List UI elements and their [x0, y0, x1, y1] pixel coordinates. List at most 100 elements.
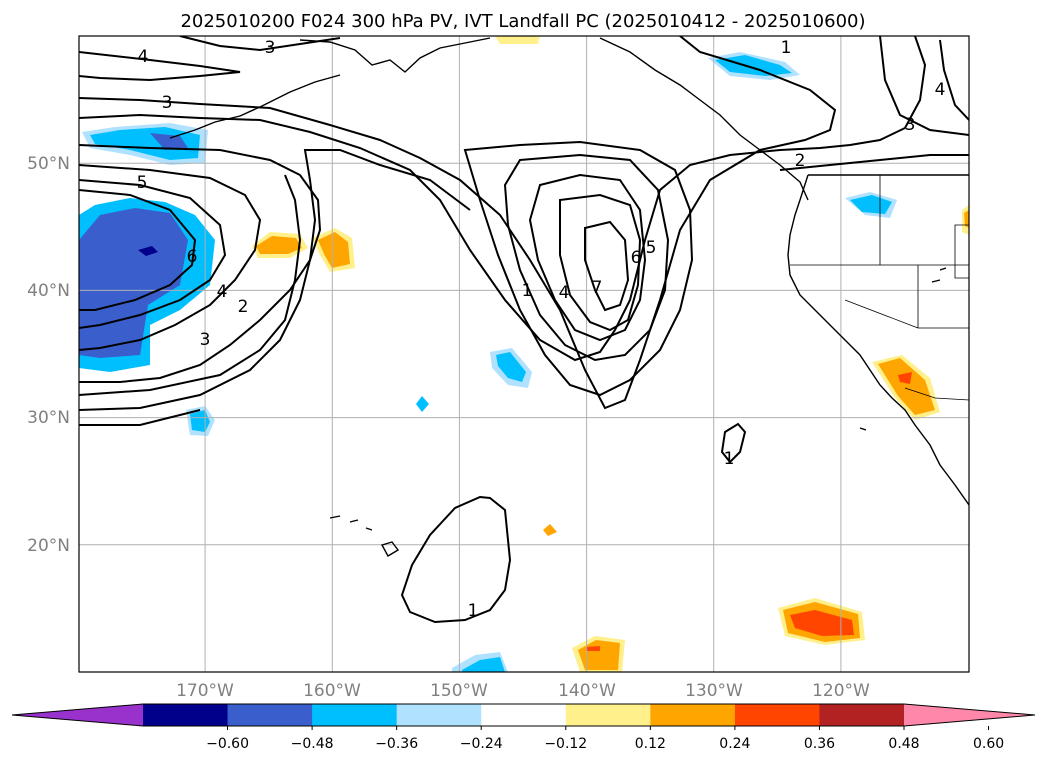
positive-ivt-region — [318, 232, 350, 268]
lon-tick-label: 150°W — [430, 681, 488, 701]
negative-ivt-core — [138, 246, 158, 256]
colorbar-tick-label: 0.24 — [719, 736, 750, 752]
lat-tick-label: 40°N — [27, 281, 70, 301]
colorbar: −0.60 −0.48 −0.36 −0.24 −0.12 0.12 0.24 0.36 0.4… — [11, 703, 1036, 752]
pv-contour — [463, 140, 694, 397]
alaska-coastline — [299, 37, 491, 73]
negative-ivt-region — [715, 55, 792, 76]
colorbar-extend-low — [12, 704, 143, 726]
alaska-panhandle-coast — [599, 37, 809, 201]
colorbar-segment — [565, 704, 651, 726]
contour-label: 4 — [138, 47, 149, 67]
contour-label: 5 — [646, 238, 657, 258]
coastlines — [169, 37, 969, 557]
positive-ivt-region — [898, 372, 912, 384]
colorbar-segment — [143, 704, 229, 726]
contour-label: 2 — [238, 297, 249, 317]
pv-contour — [720, 422, 747, 464]
pv-contour — [79, 51, 241, 82]
colorbar-segment — [312, 704, 398, 726]
pv-contour — [779, 154, 969, 171]
pv-contour — [79, 409, 201, 426]
contour-label: 6 — [631, 248, 642, 268]
contour-label: 1 — [724, 449, 735, 469]
contour-label: 5 — [137, 173, 148, 193]
contour-label: 4 — [217, 282, 228, 302]
colorbar-tick-label: 0.36 — [804, 736, 835, 752]
colorbar-outline — [11, 703, 1036, 727]
baja-island — [859, 267, 947, 431]
colorbar-tick-label: 0.48 — [888, 736, 919, 752]
colorbar-extend-high — [904, 704, 1035, 726]
contour-labels: 4 3 3 5 6 4 2 3 1 1 4 7 6 5 2 3 4 1 1 — [137, 38, 946, 621]
state-border — [790, 175, 969, 329]
positive-ivt-region — [495, 36, 540, 44]
colorbar-segment — [227, 704, 313, 726]
colorbar-tick-label: −0.36 — [375, 736, 418, 752]
colorbar-tick-label: −0.48 — [291, 736, 334, 752]
colorbar-segment — [734, 704, 820, 726]
lon-tick-label: 120°W — [812, 681, 870, 701]
colorbar-tick-label: −0.12 — [544, 736, 587, 752]
pv-contour — [400, 495, 512, 624]
negative-ivt-region — [462, 657, 505, 672]
pv-contour — [179, 36, 341, 52]
lat-tick-label: 20°N — [27, 536, 70, 556]
pv-contour — [79, 189, 197, 311]
colorbar-segment — [650, 704, 736, 726]
contour-label: 3 — [162, 93, 173, 113]
negative-ivt-region — [416, 396, 429, 412]
colorbar-segment — [481, 704, 567, 726]
contour-label: 7 — [592, 278, 603, 298]
pv-contour — [879, 36, 969, 136]
colorbar-tick-label: −0.24 — [460, 736, 503, 752]
pv-contour — [528, 173, 647, 342]
lon-tick-label: 160°W — [303, 681, 361, 701]
pv-contour — [79, 149, 471, 411]
negative-ivt-region — [79, 208, 188, 358]
pv-contour — [79, 179, 227, 329]
contour-label: 4 — [935, 80, 946, 100]
west-coast-coastline — [787, 174, 969, 506]
latitude-labels: 50°N 40°N 30°N 20°N — [27, 154, 70, 556]
lat-tick-label: 50°N — [27, 154, 70, 174]
pv-contour — [939, 39, 969, 121]
map-layers: 4 3 3 5 6 4 2 3 1 1 4 7 6 5 2 3 4 1 1 — [79, 36, 969, 672]
colorbar-tick-label: −0.60 — [206, 736, 249, 752]
colorbar-segment — [819, 704, 905, 726]
positive-ivt-region — [964, 210, 969, 228]
contour-label: 1 — [522, 281, 533, 301]
aleutian-islands — [169, 74, 341, 139]
contour-label: 1 — [781, 38, 792, 58]
contour-label: 3 — [905, 115, 916, 135]
colorbar-segment — [396, 704, 482, 726]
negative-ivt-region — [150, 133, 188, 150]
colorbar-tick-label: 0.12 — [635, 736, 666, 752]
contour-label: 6 — [187, 247, 198, 267]
lat-tick-label: 30°N — [27, 408, 70, 428]
positive-ivt-region — [543, 524, 557, 536]
map-background — [79, 36, 969, 672]
hawaii-islands — [329, 515, 400, 557]
lon-tick-label: 170°W — [176, 681, 234, 701]
pv-contour — [79, 174, 302, 396]
contour-label: 2 — [795, 151, 806, 171]
contour-label: 3 — [200, 330, 211, 350]
pv-contour — [79, 164, 262, 351]
mexico-border — [904, 387, 969, 401]
positive-ivt-region — [790, 610, 854, 636]
positive-ivt-region — [256, 236, 302, 254]
contour-label: 3 — [265, 38, 276, 58]
longitude-labels: 170°W 160°W 150°W 140°W 130°W 120°W — [176, 681, 870, 701]
positive-ivt-region — [586, 646, 600, 651]
contour-label: 4 — [559, 283, 570, 303]
gridlines — [79, 36, 969, 672]
pv-contours — [79, 36, 969, 624]
pv-contour — [584, 220, 630, 312]
positive-ivt-region — [878, 358, 935, 415]
negative-ivt-region — [850, 195, 892, 214]
pv-contour — [559, 193, 642, 332]
map-frame — [78, 35, 970, 673]
pv-contour — [503, 153, 670, 362]
